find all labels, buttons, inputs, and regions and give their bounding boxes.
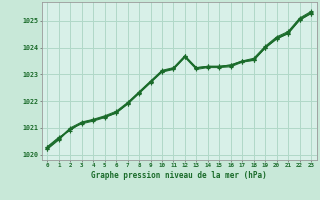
X-axis label: Graphe pression niveau de la mer (hPa): Graphe pression niveau de la mer (hPa)	[91, 171, 267, 180]
